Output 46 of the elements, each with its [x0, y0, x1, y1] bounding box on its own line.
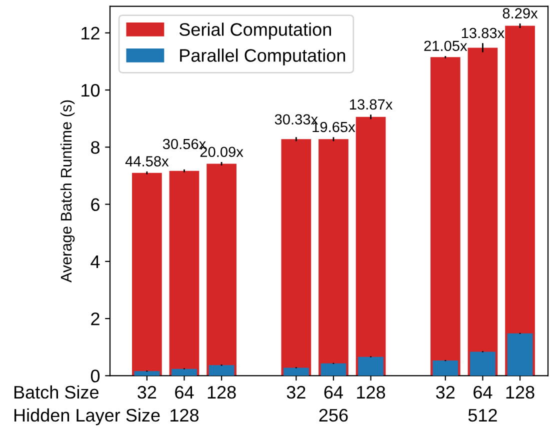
bar: [134, 371, 160, 376]
bar: [206, 164, 236, 376]
y-tick-label: 10: [82, 84, 100, 97]
y-tick-label: 0: [90, 370, 100, 382]
text: 128: [170, 408, 199, 422]
text: 512: [468, 408, 497, 422]
y-tick-label: 12: [82, 26, 100, 40]
bar: [132, 172, 162, 376]
bar: [507, 333, 533, 376]
annotation: 21.05x: [424, 40, 468, 52]
bar: [208, 365, 234, 376]
x-axis-title: Batch Size: [14, 385, 99, 399]
bar: [281, 139, 312, 376]
bar: [318, 139, 348, 376]
bar: [172, 368, 197, 376]
bar: [470, 352, 496, 376]
y-tick-label: 2: [91, 312, 100, 326]
y-tick-label: 8: [91, 141, 100, 154]
x-tick-label: 32: [138, 386, 156, 399]
annotation: 44.58x: [125, 156, 169, 166]
annotation: 8.29x: [502, 8, 538, 18]
x-tick-label: 32: [286, 386, 306, 399]
bar: [430, 57, 460, 376]
annotation: 13.87x: [350, 99, 393, 110]
bar: [283, 368, 309, 376]
bar: [432, 360, 458, 376]
x-tick-label: 64: [474, 386, 492, 399]
y-tick-label: 6: [91, 198, 100, 212]
bar: [358, 356, 384, 376]
x-tick-label: 32: [436, 386, 455, 399]
x-tick-label: 128: [208, 386, 236, 399]
y-tick-label: 4: [90, 256, 100, 268]
y-axis-title: Average Batch Runtime (s): [60, 100, 75, 283]
x-tick-label: 64: [175, 386, 194, 399]
bar: [169, 170, 200, 376]
x-tick-label: 128: [506, 386, 534, 399]
bar: [356, 116, 386, 376]
text: Hidden Layer Size: [14, 408, 160, 426]
legend-label: Parallel Computation: [180, 48, 346, 66]
annotation: 13.83x: [462, 28, 504, 38]
text: 256: [319, 408, 348, 422]
bar: [468, 48, 498, 376]
x-tick-label: 128: [357, 386, 386, 399]
x-tick-label: 64: [324, 386, 343, 399]
bar: [320, 363, 346, 376]
legend-label: Serial Computation: [179, 22, 331, 40]
